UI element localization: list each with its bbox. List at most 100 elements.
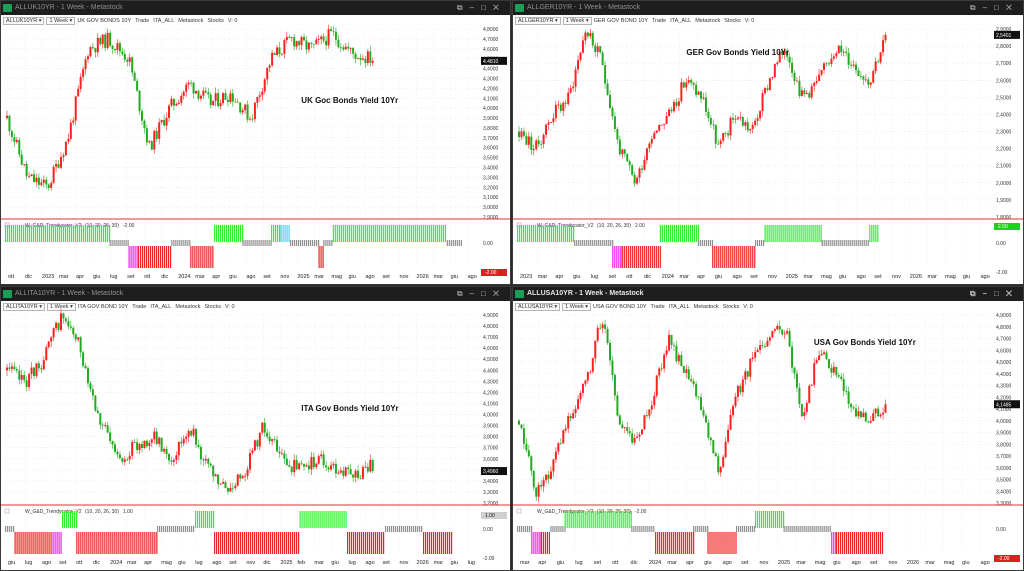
close-icon[interactable]: ✕: [1005, 289, 1019, 298]
indicator-toggle-icon[interactable]: [516, 508, 522, 514]
close-icon[interactable]: ✕: [492, 289, 506, 298]
window-titlebar[interactable]: ALLUK10YR - 1 Week - Metastock ⧉–□✕: [1, 1, 510, 15]
indicator-bar: [855, 532, 858, 554]
indicator-bar: [584, 511, 586, 528]
chart-canvas[interactable]: 4,80004,70004,60004,50004,40004,30004,20…: [1, 1, 510, 284]
symbol-select[interactable]: ALLUSA10YR ▾: [515, 303, 561, 311]
window-controls[interactable]: ⧉–□✕: [457, 1, 506, 15]
chart-window-ger[interactable]: ALLGER10YR - 1 Week - Metastock ⧉–□✕ ALLGE…: [512, 0, 1024, 285]
chart-window-usa[interactable]: ALLUSA10YR - 1 Week - Metastock ⧉–□✕ ALLUS…: [512, 286, 1024, 571]
indicator-bar: [519, 225, 521, 242]
close-icon[interactable]: ✕: [492, 3, 506, 12]
indicator-bar: [879, 532, 882, 554]
window-controls[interactable]: ⧉–□✕: [457, 287, 506, 301]
indicator-bar: [527, 225, 529, 242]
chart-canvas[interactable]: 4,90004,80004,70004,60004,50004,40004,30…: [1, 287, 510, 570]
x-tick-label: mar: [314, 560, 324, 566]
window-controls[interactable]: ⧉–□✕: [970, 1, 1019, 15]
y-tick-label: 4,3000: [483, 76, 499, 82]
y-tick-label: 4,9000: [483, 313, 499, 319]
maximize-icon[interactable]: □: [481, 289, 493, 298]
x-tick-label: mar: [434, 274, 444, 280]
minimize-icon[interactable]: –: [469, 3, 482, 12]
restore-icon[interactable]: ⧉: [456, 3, 470, 12]
candle-body: [732, 117, 735, 120]
period-select[interactable]: 1 Week ▾: [562, 303, 591, 311]
candle-body: [650, 139, 653, 144]
period-select[interactable]: 1 Week ▾: [562, 17, 592, 25]
x-tick-label: dic: [263, 560, 270, 566]
minimize-icon[interactable]: –: [469, 289, 482, 298]
maximize-icon[interactable]: □: [481, 3, 493, 12]
candle-body: [317, 39, 320, 40]
x-tick-label: nov: [768, 274, 777, 280]
candle-body: [30, 174, 33, 176]
candle-body: [564, 428, 567, 431]
indicator-bar: [655, 246, 657, 268]
symbol-select[interactable]: ALLGER10YR ▾: [515, 17, 561, 25]
restore-icon[interactable]: ⧉: [969, 289, 983, 298]
candle-body: [342, 470, 345, 476]
indicator-bar: [778, 225, 780, 242]
close-icon[interactable]: ✕: [1005, 3, 1019, 12]
indicator-bar: [258, 240, 260, 246]
candle-body: [810, 86, 813, 98]
x-tick-label: apr: [144, 560, 152, 566]
indicator-bar: [299, 511, 301, 528]
candle-body: [766, 340, 769, 347]
maximize-icon[interactable]: □: [994, 289, 1006, 298]
candle-body: [837, 45, 840, 54]
last-price-badge: [994, 400, 1020, 409]
indicator-bar: [701, 240, 704, 246]
period-select[interactable]: 1 Week ▾: [46, 17, 76, 25]
candle-body: [258, 95, 261, 97]
indicator-bar: [653, 526, 655, 532]
indicator-toggle-icon[interactable]: [4, 508, 10, 514]
window-titlebar[interactable]: ALLUSA10YR - 1 Week - Metastock ⧉–□✕: [513, 287, 1023, 301]
candle-body: [633, 174, 636, 184]
indicator-bar: [547, 225, 549, 242]
candle-body: [165, 449, 168, 455]
y-tick-label: 4,1000: [996, 407, 1012, 413]
indicator-bar: [211, 511, 213, 528]
indicator-bar: [649, 246, 651, 268]
indicator-bar: [714, 246, 716, 268]
symbol-select[interactable]: ALLITA10YR ▾: [3, 303, 45, 311]
indicator-bar: [428, 225, 430, 242]
candle-body: [217, 474, 220, 485]
indicator-bar: [323, 511, 325, 528]
indicator-bar: [748, 246, 750, 268]
candle-body: [219, 483, 222, 485]
window-titlebar[interactable]: ALLITA10YR - 1 Week - Metastock ⧉–□✕: [1, 287, 510, 301]
indicator-bar: [244, 240, 246, 246]
indicator-bar: [338, 225, 340, 242]
candle-body: [808, 385, 811, 403]
minimize-icon[interactable]: –: [982, 289, 995, 298]
minimize-icon[interactable]: –: [982, 3, 995, 12]
symbol-select[interactable]: ALLUK10YR ▾: [3, 17, 45, 25]
period-select[interactable]: 1 Week ▾: [47, 303, 76, 311]
candle-body: [72, 327, 75, 335]
candle-body: [690, 379, 693, 382]
candle-body: [540, 484, 543, 487]
indicator-bar: [210, 246, 212, 268]
candle-body: [621, 149, 624, 155]
indicator-bar: [79, 225, 81, 242]
candle-body: [572, 86, 575, 89]
candle-body: [170, 460, 173, 462]
chart-window-ita[interactable]: ALLITA10YR - 1 Week - Metastock ⧉–□✕ ALLIT…: [0, 286, 511, 571]
chart-canvas[interactable]: 4,90004,80004,70004,60004,50004,40004,30…: [513, 287, 1023, 570]
restore-icon[interactable]: ⧉: [456, 289, 470, 298]
window-controls[interactable]: ⧉–□✕: [970, 287, 1019, 301]
indicator-bar: [839, 532, 842, 554]
chart-canvas[interactable]: 2,90002,80002,70002,60002,50002,40002,30…: [513, 1, 1023, 284]
candle-body: [344, 467, 347, 476]
candle-body: [672, 344, 675, 346]
indicator-bar: [392, 225, 394, 242]
maximize-icon[interactable]: □: [994, 3, 1006, 12]
y-tick-label: 4,1000: [483, 96, 499, 102]
window-titlebar[interactable]: ALLGER10YR - 1 Week - Metastock ⧉–□✕: [513, 1, 1023, 15]
restore-icon[interactable]: ⧉: [969, 3, 983, 12]
chart-window-uk[interactable]: ALLUK10YR - 1 Week - Metastock ⧉–□✕ ALLUK1…: [0, 0, 511, 285]
candle-body: [532, 148, 535, 151]
